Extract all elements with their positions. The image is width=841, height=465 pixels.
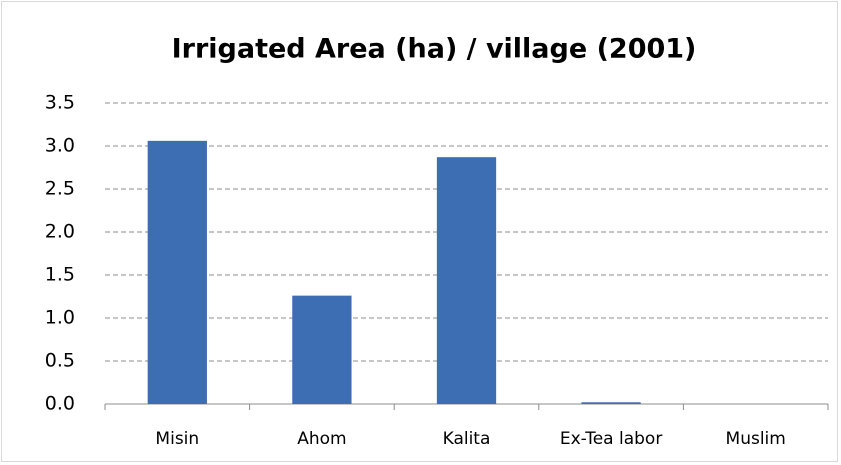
bar (436, 157, 497, 404)
x-tick-label: Kalita (443, 429, 491, 449)
y-tick-label: 0.5 (45, 350, 75, 372)
bar (292, 295, 352, 404)
y-tick-label: 2.5 (45, 178, 75, 200)
y-tick-label: 1.0 (45, 307, 75, 329)
bar (147, 140, 207, 404)
x-tick-label: Ex-Tea labor (560, 429, 662, 449)
bar (581, 402, 641, 404)
y-tick-label: 2.0 (45, 221, 75, 243)
x-tick-label: Misin (155, 429, 199, 449)
y-tick-label: 3.5 (45, 92, 75, 114)
y-tick-label: 3.0 (45, 135, 75, 157)
chart-title: Irrigated Area (ha) / village (2001) (172, 34, 697, 65)
x-tick-label: Muslim (726, 429, 786, 449)
y-tick-label: 0.0 (45, 393, 75, 415)
x-tick-label: Ahom (297, 429, 346, 449)
y-tick-label: 1.5 (45, 264, 75, 286)
